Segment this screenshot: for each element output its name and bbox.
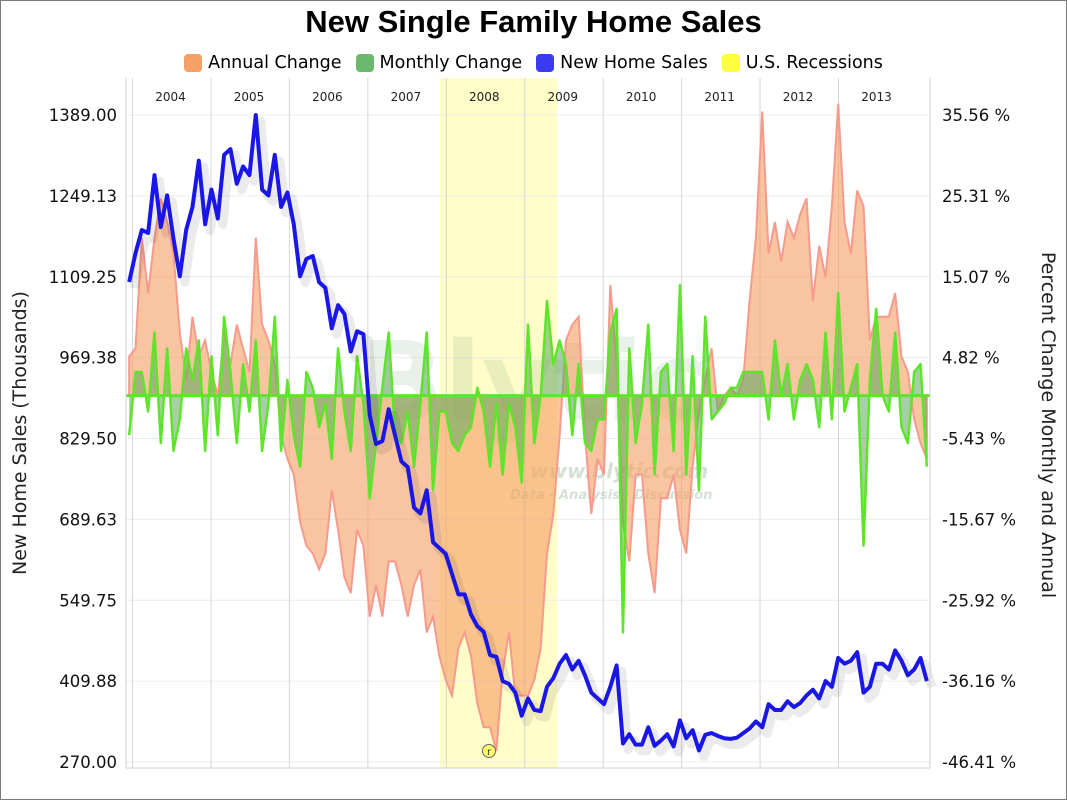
- x-tick-label: 2013: [861, 90, 892, 104]
- monthly-change-line: [127, 283, 929, 634]
- annual-change-area: [128, 103, 928, 752]
- x-tick-label: 2008: [469, 90, 500, 104]
- legend-swatch-annual-change: [184, 54, 203, 72]
- chart-title: New Single Family Home Sales: [305, 4, 762, 39]
- x-tick-label: 2005: [234, 90, 265, 104]
- recession-marker-circle[interactable]: [482, 744, 496, 758]
- x-tick-label: 2004: [155, 90, 186, 104]
- y2-tick-label: 35.56 %: [942, 106, 1010, 125]
- legend-label-annual-change: Annual Change: [208, 53, 342, 73]
- legend-item-monthly-change[interactable]: Monthly Change: [355, 53, 523, 73]
- new-home-sales-group: [127, 113, 937, 761]
- y2-tick-label: -25.92 %: [942, 591, 1016, 610]
- y-tick-label: 689.63: [59, 510, 117, 529]
- y-tick-label: 1389.00: [49, 106, 117, 125]
- new-home-sales-line: [127, 113, 929, 753]
- y2-tick-label: -5.43 %: [942, 430, 1006, 449]
- y-tick-label: 969.38: [59, 349, 117, 368]
- legend-label-monthly-change: Monthly Change: [379, 53, 523, 73]
- x-tick-label: 2011: [704, 90, 735, 104]
- x-tick-label: 2010: [626, 90, 657, 104]
- y-axis-title: New Home Sales (Thousands): [9, 291, 31, 575]
- x-tick-label: 2009: [547, 90, 578, 104]
- y2-tick-label: -36.16 %: [942, 672, 1016, 691]
- legend-label-us-recessions: U.S. Recessions: [745, 53, 883, 73]
- y2-tick-label: 25.31 %: [942, 187, 1010, 206]
- legend-label-new-home-sales: New Home Sales: [560, 53, 708, 73]
- annual-change-group: [128, 103, 928, 752]
- recession-marker[interactable]: r: [482, 744, 496, 759]
- x-tick-label: 2006: [312, 90, 343, 104]
- y-tick-label: 549.75: [59, 591, 117, 610]
- x-tick-label: 2012: [783, 90, 814, 104]
- y-tick-label: 270.00: [59, 753, 117, 772]
- y2-tick-label: 4.82 %: [942, 349, 1000, 368]
- recession-marker-label: r: [487, 747, 492, 758]
- y-tick-label: 1109.25: [49, 268, 117, 287]
- monthly-change-group: [126, 283, 930, 634]
- x-tick-label: 2007: [391, 90, 422, 104]
- y2-tick-label: -46.41 %: [942, 753, 1016, 772]
- legend-item-annual-change[interactable]: Annual Change: [184, 53, 342, 73]
- legend-item-new-home-sales[interactable]: New Home Sales: [536, 53, 708, 73]
- y2-tick-label: -15.67 %: [942, 510, 1016, 529]
- y-tick-label: 409.88: [59, 672, 117, 691]
- y-tick-label: 829.50: [59, 430, 117, 449]
- legend-swatch-new-home-sales: [536, 54, 555, 72]
- y-tick-label: 1249.13: [49, 187, 117, 206]
- legend-swatch-us-recessions: [721, 54, 740, 72]
- y2-axis-title: Percent Change Monthly and Annual: [1037, 252, 1059, 598]
- legend-item-us-recessions[interactable]: U.S. Recessions: [721, 53, 883, 73]
- y2-tick-label: 15.07 %: [942, 268, 1010, 287]
- legend: Annual Change Monthly Change New Home Sa…: [0, 51, 1067, 75]
- legend-swatch-monthly-change: [355, 54, 374, 72]
- axes-group: 2004 2005 2006 2007 2008 2009 2010 2011 2012 2013…: [49, 78, 1016, 772]
